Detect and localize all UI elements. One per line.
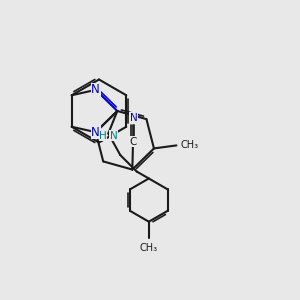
Text: C: C — [129, 137, 137, 147]
Text: H: H — [99, 131, 107, 141]
Text: N: N — [110, 131, 118, 141]
Text: N: N — [91, 83, 100, 96]
Text: CH₃: CH₃ — [180, 140, 198, 150]
Text: CH₃: CH₃ — [140, 243, 158, 253]
Text: N: N — [130, 113, 138, 123]
Text: N: N — [91, 126, 100, 139]
